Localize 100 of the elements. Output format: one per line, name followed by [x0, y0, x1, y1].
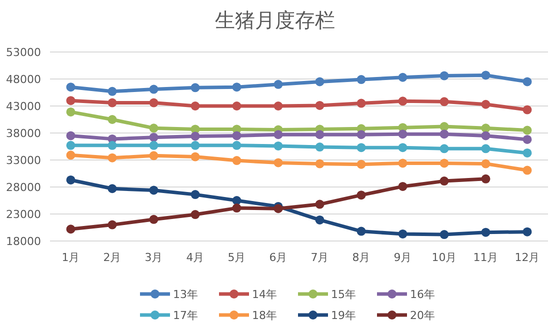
point	[522, 227, 532, 236]
point	[481, 124, 490, 133]
point	[190, 83, 200, 92]
point	[440, 130, 449, 139]
point	[440, 71, 449, 80]
point	[190, 210, 200, 220]
point	[522, 77, 532, 86]
point	[440, 158, 449, 168]
point	[356, 143, 366, 152]
y-tick-label: 43000	[6, 100, 41, 113]
point	[481, 100, 490, 109]
point	[66, 140, 76, 150]
point	[315, 100, 324, 110]
point	[149, 214, 158, 224]
x-tick-label: 11月	[473, 251, 498, 264]
point	[66, 150, 76, 160]
point	[398, 158, 408, 168]
point	[66, 82, 76, 92]
point	[149, 132, 158, 142]
point	[108, 153, 117, 162]
point	[398, 130, 408, 139]
y-tick-label: 38000	[6, 127, 41, 140]
point	[315, 77, 324, 86]
x-tick-label: 8月	[352, 251, 370, 264]
point	[481, 174, 490, 184]
point	[149, 140, 158, 150]
legend-label: 16年	[410, 288, 435, 301]
point	[274, 141, 283, 150]
point	[398, 182, 408, 191]
point	[522, 126, 532, 135]
y-tick-label: 33000	[6, 154, 41, 167]
y-tick-label: 48000	[6, 73, 41, 86]
point	[149, 151, 158, 160]
point	[440, 230, 449, 240]
point	[232, 82, 242, 92]
point	[66, 224, 76, 234]
point	[522, 105, 532, 114]
point	[108, 86, 117, 96]
point	[356, 226, 366, 236]
point	[66, 175, 76, 184]
point	[149, 98, 158, 108]
x-tick-label: 9月	[394, 251, 412, 264]
point	[108, 140, 117, 150]
point	[356, 75, 366, 84]
point	[398, 72, 408, 82]
point	[274, 102, 283, 110]
point	[232, 131, 242, 140]
point	[108, 184, 117, 194]
point	[522, 134, 532, 144]
x-tick-label: 6月	[269, 251, 288, 264]
x-tick-label: 5月	[228, 251, 246, 264]
point	[149, 186, 158, 195]
legend-label: 18年	[252, 309, 277, 322]
point	[356, 190, 366, 200]
y-tick-label: 23000	[6, 208, 41, 221]
point	[522, 166, 532, 175]
legend-label: 19年	[331, 309, 356, 322]
point	[440, 97, 449, 106]
x-tick-label: 4月	[186, 251, 204, 264]
point	[274, 130, 283, 140]
y-tick-label: 28000	[6, 181, 41, 194]
point	[481, 228, 490, 237]
point	[315, 130, 324, 140]
point	[481, 144, 490, 154]
point	[315, 200, 324, 209]
chart-title: 生猪月度存栏	[215, 8, 335, 32]
x-tick-label: 1月	[62, 251, 80, 264]
point	[522, 148, 532, 158]
x-tick-label: 3月	[144, 251, 163, 264]
point	[274, 158, 283, 168]
point	[66, 107, 76, 116]
x-tick-label: 2月	[103, 251, 122, 264]
point	[481, 70, 490, 80]
point	[232, 102, 242, 110]
point	[398, 96, 408, 106]
legend-label: 13年	[173, 288, 198, 301]
point	[190, 132, 200, 141]
point	[398, 229, 408, 238]
point	[190, 102, 200, 110]
point	[315, 142, 324, 152]
point	[315, 215, 324, 224]
x-tick-label: 10月	[432, 251, 457, 264]
point	[356, 98, 366, 108]
point	[149, 84, 158, 94]
point	[481, 159, 490, 168]
point	[232, 156, 242, 166]
point	[190, 152, 200, 162]
legend-label: 17年	[173, 309, 198, 322]
y-tick-label: 18000	[6, 235, 41, 248]
point	[440, 122, 449, 132]
x-tick-label: 7月	[310, 251, 329, 264]
point	[274, 204, 283, 214]
point	[232, 140, 242, 150]
point	[315, 159, 324, 168]
point	[440, 144, 449, 154]
point	[190, 190, 200, 200]
point	[274, 80, 283, 89]
point	[108, 220, 117, 230]
point	[108, 98, 117, 108]
x-tick-label: 12月	[514, 251, 540, 264]
